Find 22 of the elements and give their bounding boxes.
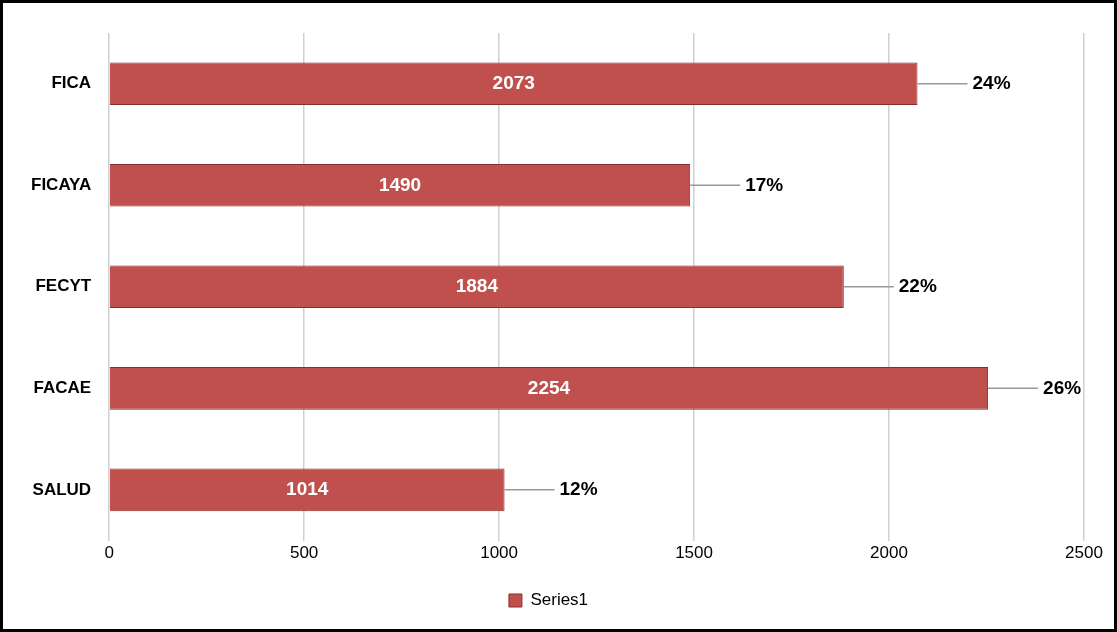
y-tick-label: FICA — [51, 73, 92, 93]
data-label: 1490 — [378, 173, 422, 195]
y-tick-label: SALUD — [32, 479, 92, 499]
x-tick-label: 2500 — [1065, 543, 1103, 563]
y-tick-label: FACAE — [33, 378, 92, 398]
annotation: 17% — [745, 173, 784, 195]
annotation: 24% — [972, 71, 1011, 93]
x-tick-label: 0 — [104, 543, 114, 563]
y-tick-label: FECYT — [35, 276, 92, 296]
y-tick-label: FICAYA — [31, 174, 92, 194]
data-label: 1884 — [455, 275, 499, 297]
data-label: 2073 — [492, 71, 535, 93]
legend-label: Series1 — [530, 590, 589, 610]
annotation: 26% — [1043, 376, 1082, 398]
data-label: 2254 — [527, 376, 571, 398]
annotation: 22% — [898, 275, 937, 297]
annotation: 12% — [559, 478, 598, 500]
x-tick-label: 500 — [289, 543, 319, 563]
data-label: 1014 — [286, 478, 329, 500]
x-tick-label: 1500 — [675, 543, 713, 563]
x-tick-label: 2000 — [870, 543, 908, 563]
x-tick-label: 1000 — [480, 543, 519, 563]
